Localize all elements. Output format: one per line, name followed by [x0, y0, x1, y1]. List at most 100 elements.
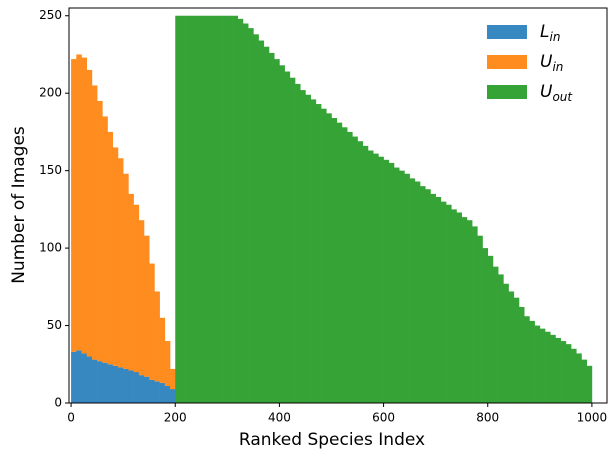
x-tick-label: 600: [372, 411, 395, 425]
bar: [112, 365, 119, 403]
bar: [435, 196, 442, 403]
bar: [86, 356, 93, 403]
bar: [539, 328, 546, 403]
bar: [414, 181, 421, 403]
legend-main: U: [540, 52, 553, 72]
legend-label: Uout: [540, 82, 573, 104]
bar: [180, 15, 186, 404]
y-tick-label: 100: [39, 241, 62, 255]
legend-swatch: [487, 85, 527, 99]
bar: [81, 353, 88, 403]
legend-sub: in: [549, 30, 560, 44]
bar: [138, 375, 145, 403]
bar: [91, 85, 98, 360]
bar: [107, 364, 114, 403]
bar: [446, 204, 452, 403]
bar: [420, 186, 426, 403]
bar: [357, 141, 364, 403]
bar: [185, 15, 192, 404]
bar: [211, 15, 218, 404]
bar: [149, 379, 155, 403]
bar: [518, 306, 525, 403]
bar: [586, 365, 593, 403]
bar: [545, 331, 551, 403]
bar: [274, 59, 280, 403]
bar: [326, 113, 332, 403]
bar: [430, 193, 436, 403]
legend-sub: in: [552, 60, 563, 74]
x-tick-label: 0: [67, 411, 75, 425]
bar: [289, 77, 296, 404]
bar: [149, 263, 155, 380]
bar: [461, 217, 468, 403]
bar: [367, 150, 374, 403]
bar: [378, 156, 384, 403]
bar: [170, 389, 176, 403]
bar: [154, 381, 160, 403]
x-tick-label: 400: [268, 411, 291, 425]
bar: [456, 212, 462, 403]
bar: [425, 189, 431, 403]
bar: [315, 104, 322, 403]
plot-frame: [68, 7, 608, 404]
legend-label: Lin: [540, 22, 560, 44]
bar: [393, 167, 400, 403]
bar: [560, 341, 567, 403]
bar: [71, 351, 77, 403]
bar: [341, 127, 348, 404]
bar: [232, 15, 239, 404]
bar: [305, 94, 311, 404]
bar: [133, 372, 140, 403]
bar: [279, 65, 285, 404]
x-axis-label: Ranked Species Index: [239, 430, 425, 449]
x-tick-label: 800: [476, 411, 499, 425]
bar: [76, 350, 82, 403]
bar: [310, 99, 317, 404]
bar: [529, 320, 535, 403]
bar: [300, 90, 306, 404]
bar: [117, 367, 124, 403]
bar: [492, 266, 499, 403]
bar: [565, 344, 572, 403]
y-tick-label: 0: [54, 396, 62, 410]
bar: [466, 220, 473, 403]
bar: [143, 376, 150, 403]
bar: [248, 28, 254, 403]
legend-label: Uin: [540, 52, 563, 74]
bar: [331, 117, 337, 403]
x-tick-label: 1000: [577, 411, 608, 425]
bar: [133, 204, 140, 373]
bar: [321, 108, 327, 403]
bar: [227, 15, 233, 404]
bar: [498, 274, 504, 403]
bar: [336, 122, 343, 404]
bar: [123, 368, 129, 403]
bar: [81, 57, 88, 354]
bar: [102, 116, 108, 363]
bar: [159, 317, 166, 383]
bar: [503, 283, 509, 403]
bar: [352, 136, 358, 403]
bar: [164, 341, 171, 386]
bar: [477, 235, 483, 403]
bar: [508, 291, 515, 403]
bar: [86, 69, 93, 357]
bar: [164, 385, 171, 403]
bar: [555, 337, 561, 403]
legend-swatch: [487, 25, 527, 39]
y-axis-label: Number of Images: [9, 126, 29, 284]
x-tick-label: 200: [164, 411, 187, 425]
bar: [263, 46, 270, 403]
bar: [128, 370, 134, 403]
bar: [190, 15, 197, 404]
bar: [268, 52, 275, 403]
bar: [487, 255, 494, 403]
y-tick-label: 250: [39, 8, 62, 22]
bar: [143, 235, 150, 377]
bar: [76, 54, 82, 351]
bar: [550, 334, 556, 403]
bar: [440, 201, 447, 403]
bar: [362, 145, 369, 404]
bar: [175, 15, 181, 404]
